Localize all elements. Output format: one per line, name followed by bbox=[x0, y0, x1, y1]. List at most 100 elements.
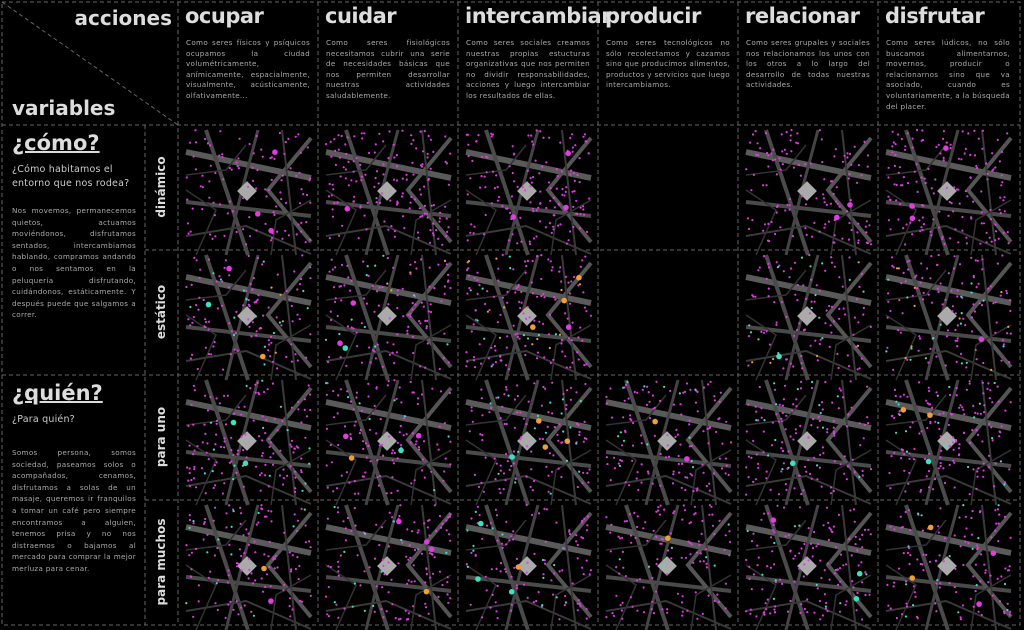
map-dot bbox=[970, 533, 973, 536]
map-dot bbox=[543, 507, 546, 510]
map-dot bbox=[414, 443, 417, 446]
map-dot bbox=[617, 462, 620, 465]
map-dot bbox=[207, 258, 211, 261]
map-dot bbox=[968, 382, 971, 385]
map-dot bbox=[496, 186, 499, 189]
map-dot bbox=[909, 528, 912, 532]
map-dot bbox=[380, 608, 383, 611]
map-dot bbox=[867, 528, 870, 531]
map-dot bbox=[379, 474, 382, 478]
map-dot bbox=[906, 358, 909, 361]
map-dot bbox=[832, 420, 835, 423]
map-dot bbox=[340, 299, 343, 302]
map-dot bbox=[539, 202, 542, 205]
map-dot bbox=[416, 397, 420, 400]
map-dot bbox=[482, 490, 485, 493]
map-dot bbox=[892, 141, 895, 144]
map-dot bbox=[1009, 401, 1012, 404]
map-dot bbox=[852, 586, 855, 589]
map-dot bbox=[449, 597, 452, 600]
map-dot bbox=[237, 449, 240, 452]
map-dot bbox=[904, 145, 907, 148]
map-dot bbox=[978, 302, 981, 305]
map-dot bbox=[352, 327, 355, 330]
map-dot bbox=[771, 421, 774, 424]
map-dot bbox=[790, 150, 793, 153]
map-dot bbox=[839, 580, 842, 583]
map-dot bbox=[400, 538, 403, 542]
map-dot bbox=[516, 242, 519, 245]
map-dot bbox=[775, 211, 778, 214]
map-dot bbox=[1005, 289, 1008, 292]
map-dot bbox=[504, 568, 507, 571]
map-dot bbox=[528, 240, 531, 243]
map-dot bbox=[867, 422, 870, 425]
map-dot bbox=[750, 189, 753, 192]
map-dot bbox=[547, 333, 550, 336]
map-dot bbox=[416, 402, 419, 406]
map-dot bbox=[524, 271, 527, 274]
map-dot bbox=[446, 576, 449, 579]
map-dot bbox=[510, 535, 513, 538]
map-dot bbox=[437, 263, 440, 266]
map-marker bbox=[565, 150, 571, 157]
map-dot bbox=[386, 384, 389, 387]
map-dot bbox=[293, 270, 296, 273]
map-dot bbox=[1003, 196, 1006, 199]
map-dot bbox=[862, 313, 865, 316]
map-dot bbox=[809, 472, 812, 476]
map-dot bbox=[245, 289, 248, 293]
map-dot bbox=[563, 604, 566, 607]
map-dot bbox=[375, 585, 378, 588]
map-dot bbox=[547, 411, 550, 414]
map-dot bbox=[981, 258, 984, 261]
map-dot bbox=[929, 347, 932, 350]
map-dot bbox=[248, 216, 251, 219]
map-dot bbox=[377, 182, 380, 185]
map-dot bbox=[920, 226, 923, 229]
map-dot bbox=[410, 580, 413, 583]
map-dot bbox=[922, 204, 925, 207]
map-dot bbox=[263, 553, 266, 556]
map-dot bbox=[977, 610, 980, 613]
map-dot bbox=[648, 417, 652, 420]
map-dot bbox=[201, 186, 204, 189]
map-dot bbox=[419, 164, 423, 167]
map-dot bbox=[270, 520, 273, 523]
map-dot bbox=[928, 452, 931, 455]
map-dot bbox=[405, 618, 408, 621]
map-dot bbox=[353, 424, 356, 427]
map-dot bbox=[647, 565, 651, 568]
map-dot bbox=[977, 467, 980, 470]
column-title: producir bbox=[605, 4, 701, 28]
map-dot bbox=[546, 425, 549, 428]
map-dot bbox=[333, 505, 336, 509]
map-dot bbox=[980, 211, 983, 214]
map-dot bbox=[496, 199, 499, 202]
map-dot bbox=[640, 442, 643, 445]
map-dot bbox=[976, 166, 979, 170]
map-dot bbox=[962, 408, 965, 411]
map-dot bbox=[224, 616, 227, 619]
map-dot bbox=[309, 277, 312, 280]
map-dot bbox=[976, 544, 979, 547]
map-dot bbox=[398, 431, 401, 434]
map-dot bbox=[262, 426, 265, 429]
map-dot bbox=[339, 388, 342, 391]
map-dot bbox=[213, 214, 216, 217]
map-dot bbox=[530, 281, 533, 284]
map-dot bbox=[513, 398, 516, 401]
map-dot bbox=[773, 563, 776, 566]
map-dot bbox=[549, 199, 552, 202]
map-dot bbox=[330, 194, 333, 197]
map-dot bbox=[471, 159, 474, 162]
map-dot bbox=[833, 265, 836, 268]
map-dot bbox=[760, 518, 763, 521]
map-dot bbox=[813, 221, 816, 224]
map-dot bbox=[502, 488, 505, 491]
map-dot bbox=[630, 541, 633, 544]
map-dot bbox=[391, 459, 394, 462]
map-dot bbox=[338, 332, 341, 336]
column-text: Como seres tecnológicos no sólo recolect… bbox=[606, 38, 730, 90]
map-dot bbox=[766, 151, 769, 155]
